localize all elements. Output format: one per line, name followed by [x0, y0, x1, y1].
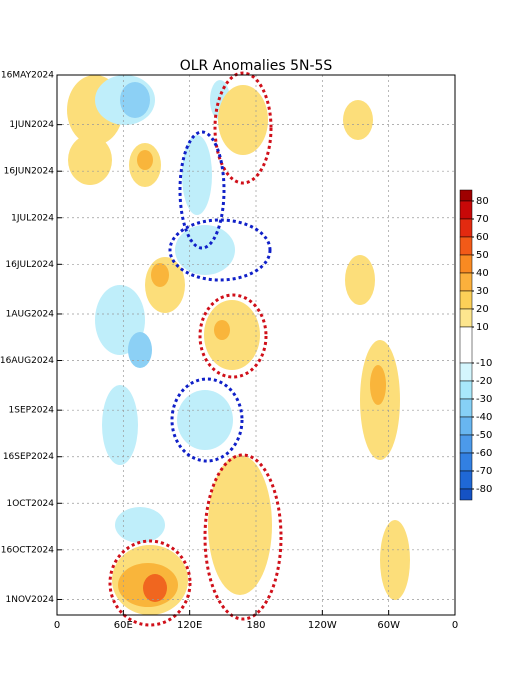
y-tick-label: 1SEP2024: [9, 406, 55, 416]
colorbar-swatch: [459, 290, 473, 310]
colorbar-label: -20: [476, 376, 492, 387]
y-tick-label: 16JUL2024: [5, 260, 54, 270]
colorbar-swatch: [459, 254, 473, 274]
colorbar-swatch: [459, 189, 473, 202]
colorbar-label: 40: [476, 268, 489, 279]
x-tick-label: 60W: [377, 620, 400, 631]
colorbar-swatch: [459, 200, 473, 220]
colorbar-label: -60: [476, 448, 492, 459]
chart-title: OLR Anomalies 5N-5S: [180, 58, 333, 74]
colorbar-swatch: [459, 326, 473, 364]
colorbar-label: 30: [476, 286, 489, 297]
colorbar-label: -10: [476, 358, 492, 369]
y-tick-label: 16SEP2024: [3, 452, 54, 462]
x-tick-label: 180: [246, 620, 265, 631]
colorbar-swatch: [459, 272, 473, 292]
colorbar-swatch: [459, 470, 473, 490]
x-tick-label: 60E: [114, 620, 133, 631]
colorbar-label: -50: [476, 430, 492, 441]
y-tick-label: 1NOV2024: [6, 595, 55, 605]
colorbar-swatch: [459, 218, 473, 238]
x-tick-label: 0: [452, 620, 458, 631]
anomaly-field: [67, 75, 410, 615]
y-tick-label: 16OCT2024: [1, 545, 54, 555]
colorbar-swatch: [459, 434, 473, 454]
colorbar-label: 70: [476, 214, 489, 225]
y-tick-label: 16MAY2024: [1, 71, 54, 81]
colorbar-label: 60: [476, 232, 489, 243]
colorbar-swatch: [459, 416, 473, 436]
colorbar-label: 50: [476, 250, 489, 261]
colorbar-label: -40: [476, 412, 492, 423]
y-tick-label: 1JUN2024: [9, 120, 54, 130]
colorbar-label: -80: [476, 484, 492, 495]
colorbar-label: 20: [476, 304, 489, 315]
x-tick-label: 0: [54, 620, 60, 631]
highlights: [108, 71, 283, 627]
colorbar-swatch: [459, 362, 473, 382]
x-tick-label: 120E: [177, 620, 202, 631]
y-tick-label: 16JUN2024: [4, 167, 55, 177]
y-tick-label: 1OCT2024: [7, 499, 55, 509]
y-tick-label: 1AUG2024: [6, 309, 55, 319]
colorbar-label: -70: [476, 466, 492, 477]
colorbar-label: -30: [476, 394, 492, 405]
colorbar-swatch: [459, 236, 473, 256]
colorbar-label: 10: [476, 322, 489, 333]
colorbar-swatch: [459, 488, 473, 501]
colorbar-label: 80: [476, 196, 489, 207]
colorbar-swatch: [459, 380, 473, 400]
colorbar-swatch: [459, 308, 473, 328]
colorbar-swatch: [459, 452, 473, 472]
y-tick-label: 1JUL2024: [11, 213, 54, 223]
colorbar-swatch: [459, 398, 473, 418]
y-tick-label: 16AUG2024: [0, 356, 54, 366]
x-tick-label: 120W: [308, 620, 337, 631]
